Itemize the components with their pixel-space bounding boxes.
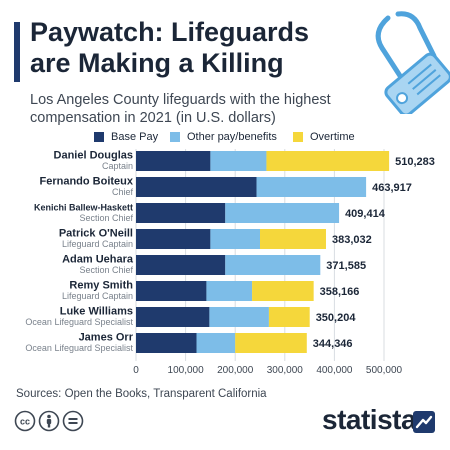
total-label-patrick-o-neill: 383,032 [332,234,372,246]
legend-item-other-pay: Other pay/benefits [170,131,277,143]
paperclip-tag-icon [375,11,450,114]
bar-other-pay-benefits-fernando-boiteux [256,177,367,197]
bar-other-pay-benefits-daniel-douglas [210,151,267,171]
bar-base-pay-fernando-boiteux [136,177,257,197]
total-label-adam-uehara: 371,585 [326,260,366,272]
x-tick-label: 100,000 [168,365,205,376]
title-accent-bar [14,22,20,82]
legend-label-overtime: Overtime [310,131,355,143]
category-label-patrick-o-neill: Patrick O'Neill [59,228,133,240]
category-label-luke-williams: Luke Williams [60,306,133,318]
no-derivatives-icon [62,410,84,432]
legend-swatch-base-pay [94,132,104,142]
category-role-daniel-douglas: Captain [102,161,133,171]
chart-title-line1: Paywatch: Lifeguards [30,17,310,47]
total-label-daniel-douglas: 510,283 [395,156,435,168]
category-role-fernando-boiteux: Chief [112,187,134,197]
category-label-adam-uehara: Adam Uehara [62,254,134,266]
legend-item-base-pay: Base Pay [94,131,158,143]
legend-swatch-other-pay [170,132,180,142]
bar-base-pay-james-orr [136,333,197,353]
bar-base-pay-daniel-douglas [136,151,211,171]
total-label-fernando-boiteux: 463,917 [372,182,412,194]
total-label-luke-williams: 350,204 [316,312,357,324]
category-role-remy-smith: Lifeguard Captain [62,291,133,301]
category-role-adam-uehara: Section Chief [79,265,133,275]
category-label-fernando-boiteux: Fernando Boiteux [39,176,133,188]
bar-base-pay-remy-smith [136,281,207,301]
bar-base-pay-kenichi-ballew-haskett [136,203,226,223]
bar-overtime-luke-williams [268,307,310,327]
bar-other-pay-benefits-luke-williams [209,307,269,327]
bar-overtime-patrick-o-neill [260,229,326,249]
category-role-luke-williams: Ocean Lifeguard Specialist [25,317,133,327]
attribution-icon [38,410,60,432]
chart-title-line2: are Making a Killing [30,48,284,78]
legend-swatch-overtime [293,132,303,142]
statista-brand: statista [322,404,417,435]
total-label-remy-smith: 358,166 [320,286,360,298]
legend-label-other-pay: Other pay/benefits [187,131,277,143]
bar-other-pay-benefits-james-orr [196,333,236,353]
x-tick-label: 0 [133,365,139,376]
bar-base-pay-patrick-o-neill [136,229,211,249]
chart-subtitle-line1: Los Angeles County lifeguards with the h… [30,92,331,108]
category-label-remy-smith: Remy Smith [69,280,133,292]
bar-base-pay-luke-williams [136,307,210,327]
legend-label-base-pay: Base Pay [111,131,159,143]
statista-logo-icon [413,411,435,433]
category-label-daniel-douglas: Daniel Douglas [54,150,133,162]
bar-other-pay-benefits-adam-uehara [225,255,321,275]
svg-text:cc: cc [20,417,30,427]
x-tick-label: 500,000 [366,365,403,376]
category-role-james-orr: Ocean Lifeguard Specialist [25,343,133,353]
category-label-kenichi-ballew-haskett: Kenichi Ballew-Haskett [34,203,133,213]
chart-subtitle: Los Angeles County lifeguards with the h… [30,91,430,127]
category-label-james-orr: James Orr [79,332,134,344]
x-tick-label: 200,000 [217,365,254,376]
chart-legend: Base Pay Other pay/benefits Overtime [0,131,450,145]
chart-subtitle-line2: compensation in 2021 (in U.S. dollars) [30,110,276,126]
bar-base-pay-adam-uehara [136,255,226,275]
cc-icon: cc [14,410,36,432]
license-icons: cc [14,410,84,432]
bar-other-pay-benefits-kenichi-ballew-haskett [225,203,340,223]
legend-item-overtime: Overtime [293,131,355,143]
bar-overtime-daniel-douglas [266,151,390,171]
bar-other-pay-benefits-remy-smith [206,281,253,301]
bar-overtime-james-orr [235,333,307,353]
chart-title: Paywatch: Lifeguards are Making a Killin… [30,17,330,79]
stacked-bar-chart: 0 100,000 200,000 300,000 400,000 500,000 510,… [25,149,435,376]
x-tick-label: 400,000 [316,365,353,376]
category-role-kenichi-ballew-haskett: Section Chief [79,213,133,223]
category-role-patrick-o-neill: Lifeguard Captain [62,239,133,249]
bar-overtime-remy-smith [252,281,314,301]
total-label-kenichi-ballew-haskett: 409,414 [345,208,386,220]
x-tick-label: 300,000 [267,365,304,376]
sources-note: Sources: Open the Books, Transparent Cal… [16,388,267,400]
total-label-james-orr: 344,346 [313,338,353,350]
bar-other-pay-benefits-patrick-o-neill [210,229,260,249]
